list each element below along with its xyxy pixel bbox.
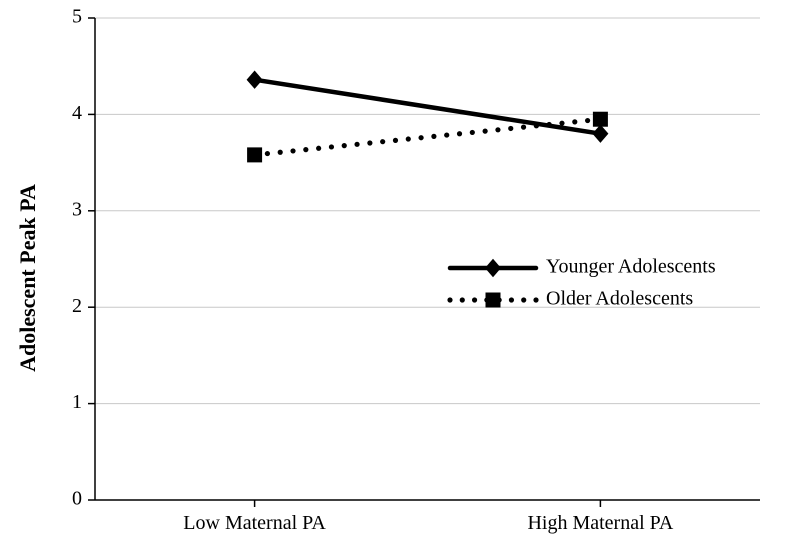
series-line-dot: [406, 136, 411, 141]
series-line-dot: [460, 297, 465, 302]
series-line-dot: [533, 297, 538, 302]
line-chart-svg: 0 1 2 3 4 5 Low Maternal PA High Maternal PA You…: [0, 0, 800, 557]
diamond-marker: [485, 259, 501, 277]
y-tick-label: 3: [72, 198, 82, 220]
series-line-dot: [472, 297, 477, 302]
series-line-dot: [290, 148, 295, 153]
series-line-dot: [483, 129, 488, 134]
diamond-marker: [592, 124, 608, 142]
series-line-dot: [457, 131, 462, 136]
series-line-dot: [559, 121, 564, 126]
chart-container: Adolescent Peak PA 012345Low Maternal PA…: [0, 0, 800, 557]
series-line-dot: [418, 135, 423, 140]
series-line-dot: [495, 127, 500, 132]
y-tick-label: 2: [72, 295, 82, 317]
square-marker: [486, 293, 501, 308]
legend-label: Younger Adolescents: [546, 256, 716, 278]
series-line-dot: [316, 146, 321, 151]
series-line-dot: [447, 297, 452, 302]
series-line-dot: [534, 123, 539, 128]
legend-label: Older Adolescents: [546, 288, 693, 310]
series-line-dot: [444, 132, 449, 137]
series-line-dot: [470, 130, 475, 135]
series-line-dot: [367, 140, 372, 145]
series-line-dot: [329, 144, 334, 149]
y-tick-label: 4: [72, 102, 82, 124]
y-tick-label: 5: [72, 6, 82, 28]
series-line-dot: [393, 138, 398, 143]
y-tick-label: 0: [72, 488, 82, 510]
diamond-marker: [247, 70, 263, 88]
series-line-dot: [380, 139, 385, 144]
series-line-dot: [431, 134, 436, 139]
square-marker: [593, 112, 608, 127]
series-line-dot: [303, 147, 308, 152]
y-tick-label: 1: [72, 391, 82, 413]
series-line-dot: [278, 150, 283, 155]
x-category-label: High Maternal PA: [527, 512, 673, 534]
series-line-dot: [354, 142, 359, 147]
series-line-dot: [585, 118, 590, 123]
square-marker: [247, 147, 262, 162]
series-line-dot: [342, 143, 347, 148]
x-category-label: Low Maternal PA: [183, 512, 326, 534]
series-line-dot: [509, 297, 514, 302]
series-line-dot: [508, 126, 513, 131]
series-line-dot: [521, 297, 526, 302]
series-line-dot: [547, 122, 552, 127]
series-line-dot: [265, 151, 270, 156]
series-line-dot: [521, 125, 526, 130]
series-line-dot: [572, 119, 577, 124]
